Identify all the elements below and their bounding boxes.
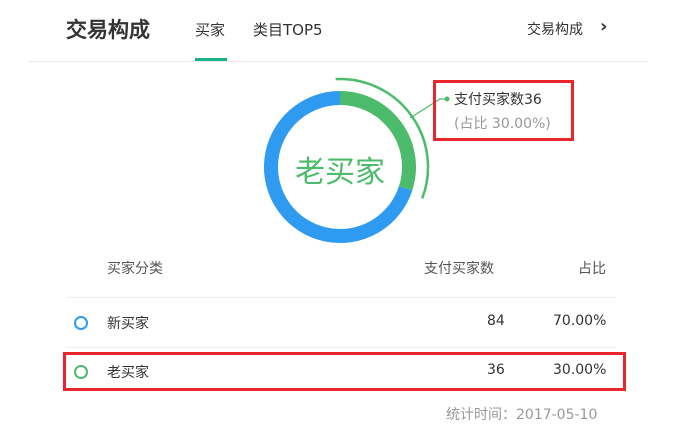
stat-time: 统计时间：2017-05-10 xyxy=(446,407,598,423)
donut-center-label: 老买家 xyxy=(295,155,385,190)
col-header-category: 买家分类 xyxy=(107,261,163,277)
active-tab-indicator xyxy=(195,58,227,61)
row-percent: 70.00% xyxy=(553,313,607,329)
col-header-count: 支付买家数 xyxy=(424,261,494,277)
row-divider xyxy=(66,347,616,348)
header-divider xyxy=(28,61,648,62)
tab-buyers[interactable]: 买家 xyxy=(195,21,226,39)
card-title: 交易构成 xyxy=(66,18,150,42)
tooltip-highlight-box xyxy=(433,80,574,141)
circle-icon xyxy=(74,365,88,379)
donut-slice-other[interactable] xyxy=(264,91,413,243)
row-count: 36 xyxy=(487,362,505,378)
chevron-right-icon[interactable]: › xyxy=(600,16,608,37)
highlight-outer-arc xyxy=(335,77,430,199)
tooltip-percent: (占比 30.00%) xyxy=(454,116,551,132)
row-name: 新买家 xyxy=(107,316,149,332)
col-header-percent: 占比 xyxy=(578,261,606,277)
circle-icon xyxy=(74,316,88,330)
tooltip-count: 支付买家数36 xyxy=(454,92,542,108)
row-divider xyxy=(66,297,616,298)
row-name: 老买家 xyxy=(107,365,149,381)
row-count: 84 xyxy=(487,313,505,329)
composition-link[interactable]: 交易构成 xyxy=(527,22,583,38)
row-percent: 30.00% xyxy=(553,362,607,378)
donut-slice-highlighted[interactable] xyxy=(339,91,416,191)
row-highlight-box xyxy=(63,352,626,391)
tab-category-top5[interactable]: 类目TOP5 xyxy=(253,21,323,39)
tooltip-leader-dot xyxy=(444,96,450,102)
